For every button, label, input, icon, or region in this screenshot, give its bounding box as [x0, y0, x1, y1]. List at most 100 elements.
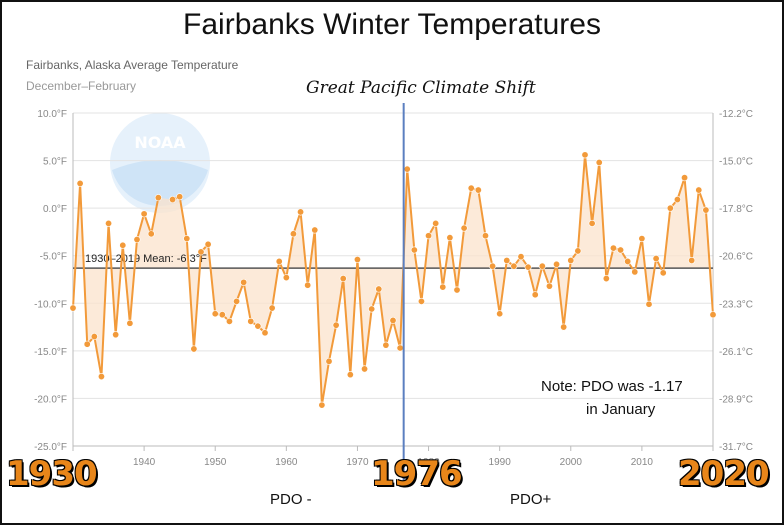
chart-title: Fairbanks Winter Temperatures: [183, 8, 601, 41]
chart-subtitle: Fairbanks, Alaska Average Temperature: [26, 58, 239, 72]
y-tick-label-left: -15.0°F: [34, 347, 67, 358]
data-point: [304, 281, 312, 289]
data-point: [673, 196, 681, 204]
y-tick-label-right: -20.6°C: [719, 252, 753, 263]
data-point: [560, 323, 568, 331]
data-point: [211, 310, 219, 318]
data-point: [126, 319, 134, 327]
data-point: [531, 291, 539, 299]
data-point: [410, 246, 418, 254]
data-point: [225, 317, 233, 325]
data-point: [154, 194, 162, 202]
x-tick-label: 1960: [275, 457, 298, 468]
data-point: [147, 230, 155, 238]
data-point: [425, 232, 433, 240]
data-point: [353, 256, 361, 264]
data-point: [460, 224, 468, 232]
pdo-positive-label: PDO+: [510, 491, 552, 508]
y-tick-label-right: -26.1°C: [719, 347, 753, 358]
data-point: [311, 226, 319, 234]
y-tick-label-right: -12.2°C: [719, 109, 753, 120]
data-point: [218, 311, 226, 319]
data-point: [695, 186, 703, 194]
data-point: [339, 275, 347, 283]
data-point: [624, 257, 632, 265]
y-tick-label-left: -20.0°F: [34, 394, 67, 405]
data-point: [403, 165, 411, 173]
data-point: [645, 300, 653, 308]
data-point: [233, 297, 241, 305]
chart-season: December–February: [26, 79, 137, 93]
x-tick-label: 1990: [489, 457, 512, 468]
data-point: [140, 210, 148, 218]
data-point: [282, 274, 290, 282]
data-point: [581, 151, 589, 159]
data-point: [382, 341, 390, 349]
data-point: [297, 208, 305, 216]
data-point: [609, 244, 617, 252]
data-point: [453, 286, 461, 294]
y-tick-label-left: -5.0°F: [40, 252, 67, 263]
mean-label: 1930–2019 Mean: -6.3°F: [85, 253, 207, 265]
x-tick-label: 1940: [133, 457, 156, 468]
data-point: [545, 282, 553, 290]
data-point: [318, 401, 326, 409]
data-point: [183, 235, 191, 243]
noaa-logo-text: NOAA: [134, 133, 186, 152]
x-tick-label: 2000: [560, 457, 583, 468]
data-point: [389, 316, 397, 324]
data-point: [190, 345, 198, 353]
data-point: [76, 179, 84, 187]
data-point: [346, 371, 354, 379]
x-tick-label: 1980: [417, 457, 440, 468]
y-tick-label-right: -28.9°C: [719, 394, 753, 405]
data-point: [638, 235, 646, 243]
y-tick-label-right: -23.3°C: [719, 299, 753, 310]
data-point: [688, 256, 696, 264]
data-point: [112, 331, 120, 339]
pdo-note-line2: in January: [586, 401, 656, 418]
data-point: [681, 174, 689, 182]
x-tick-label: 1950: [204, 457, 227, 468]
data-point: [617, 246, 625, 254]
data-point: [709, 311, 717, 319]
data-point: [474, 186, 482, 194]
data-point: [574, 247, 582, 255]
data-point: [467, 184, 475, 192]
data-point: [538, 262, 546, 270]
data-point: [396, 344, 404, 352]
data-point: [97, 373, 105, 381]
data-point: [332, 321, 340, 329]
data-point: [169, 196, 177, 204]
data-point: [517, 253, 525, 261]
data-point: [176, 193, 184, 201]
data-point: [83, 340, 91, 348]
data-point: [659, 269, 667, 277]
data-point: [254, 322, 262, 330]
data-point: [417, 297, 425, 305]
data-point: [489, 262, 497, 270]
y-tick-label-right: -15.0°C: [719, 157, 753, 168]
y-tick-label-left: 10.0°F: [37, 109, 67, 120]
data-point: [602, 275, 610, 283]
y-tick-label-right: -31.7°C: [719, 442, 753, 453]
series-area: [73, 154, 713, 406]
year-label-1930: 1930: [6, 454, 98, 494]
data-point: [702, 206, 710, 214]
data-point: [503, 256, 511, 264]
y-tick-label-left: -25.0°F: [34, 442, 67, 453]
data-point: [439, 283, 447, 291]
data-point: [361, 365, 369, 373]
data-point: [247, 317, 255, 325]
data-point: [666, 204, 674, 212]
data-point: [105, 219, 113, 227]
data-point: [595, 158, 603, 166]
data-point: [432, 219, 440, 227]
data-point: [553, 260, 561, 268]
data-point: [524, 263, 532, 271]
y-tick-label-left: 0.0°F: [43, 204, 67, 215]
noaa-logo: [110, 113, 210, 213]
data-point: [133, 236, 141, 244]
data-point: [204, 240, 212, 248]
